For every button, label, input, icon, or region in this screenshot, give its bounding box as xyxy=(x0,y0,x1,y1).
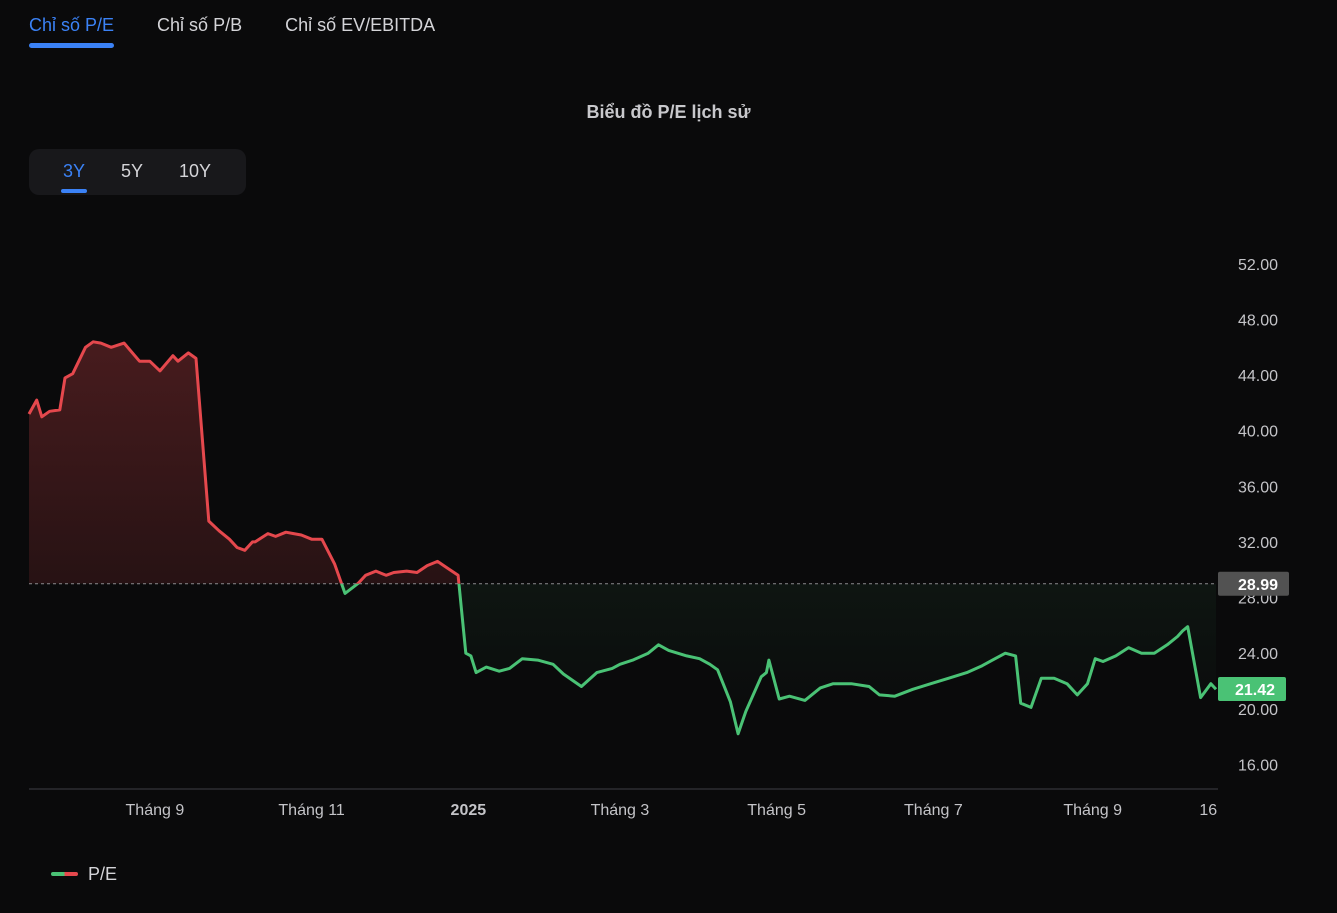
legend-label: P/E xyxy=(88,863,118,884)
x-tick-label: 16 xyxy=(1199,802,1217,819)
x-tick-label: Tháng 11 xyxy=(278,802,345,819)
y-tick-label: 40.00 xyxy=(1238,424,1278,441)
average-value-label: 28.99 xyxy=(1238,577,1278,594)
range-selector: 3Y 5Y 10Y xyxy=(29,149,246,195)
x-tick-label: Tháng 3 xyxy=(591,802,650,819)
x-tick-label: 2025 xyxy=(451,802,487,819)
y-tick-label: 16.00 xyxy=(1238,757,1278,774)
y-tick-label: 48.00 xyxy=(1238,313,1278,330)
chart-title: Biểu đồ P/E lịch sử xyxy=(586,102,751,122)
y-tick-label: 20.00 xyxy=(1238,702,1278,719)
x-tick-label: Tháng 9 xyxy=(126,802,185,819)
y-tick-label: 36.00 xyxy=(1238,479,1278,496)
area-below-average xyxy=(29,583,1216,734)
y-tick-label: 24.00 xyxy=(1238,646,1278,663)
range-5y-button[interactable]: 5Y xyxy=(120,161,144,181)
average-value-badge xyxy=(1218,571,1289,596)
range-10y-button[interactable]: 10Y xyxy=(178,161,212,181)
pe-series-line-below[interactable] xyxy=(29,342,1218,736)
x-tick-label: Tháng 9 xyxy=(1063,802,1122,819)
tab-ev-ebitda[interactable]: Chỉ số EV/EBITDA xyxy=(285,15,436,35)
x-tick-label: Tháng 7 xyxy=(904,802,963,819)
y-tick-label: 32.00 xyxy=(1238,535,1278,552)
y-tick-label: 44.00 xyxy=(1238,368,1278,385)
last-value-label: 21.42 xyxy=(1235,682,1275,699)
chart-legend[interactable]: P/E xyxy=(51,862,117,886)
ratio-tabs: Chỉ số P/E Chỉ số P/B Chỉ số EV/EBITDA xyxy=(29,0,435,50)
last-value-badge xyxy=(1218,677,1286,702)
pe-series-line-above[interactable] xyxy=(27,340,1216,734)
area-above-average xyxy=(29,341,459,584)
legend-swatch xyxy=(51,872,78,876)
tab-pe[interactable]: Chỉ số P/E xyxy=(29,0,115,50)
y-tick-label: 52.00 xyxy=(1238,257,1278,274)
tab-pb[interactable]: Chỉ số P/B xyxy=(157,15,243,35)
x-tick-label: Tháng 5 xyxy=(747,802,806,819)
range-3y-button[interactable]: 3Y xyxy=(61,149,87,195)
